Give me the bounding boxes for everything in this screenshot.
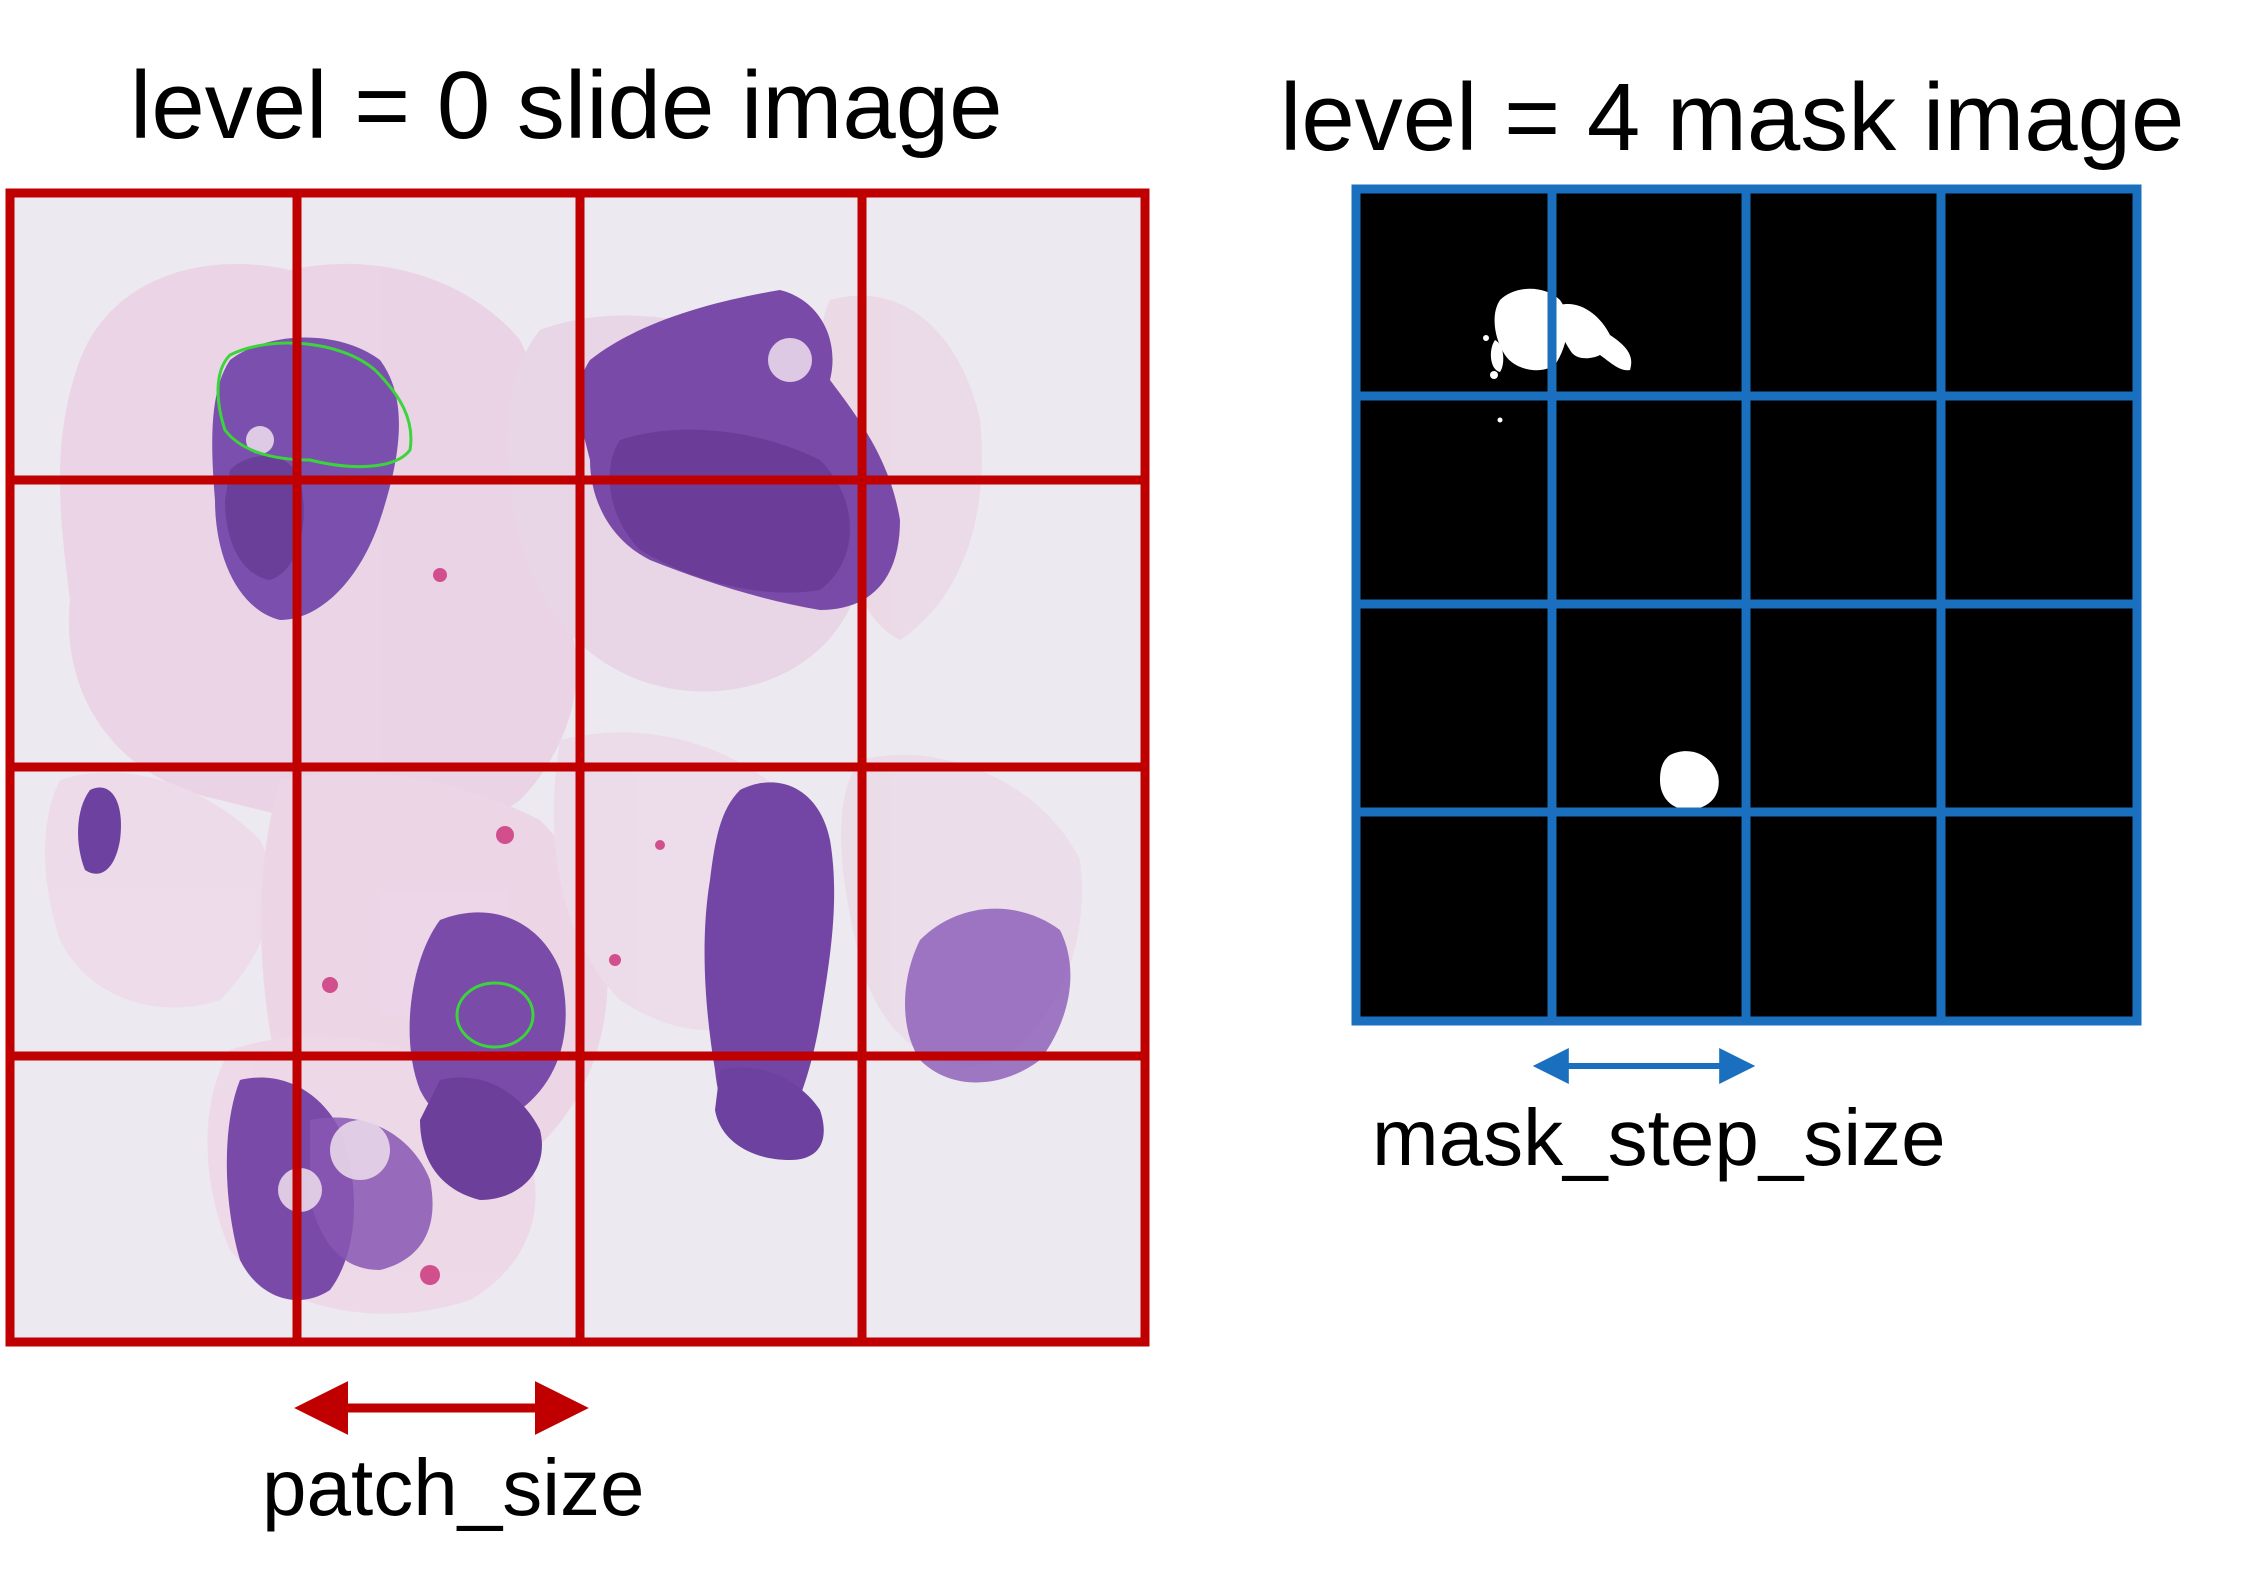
- tissue-pink-spots: [322, 568, 665, 1285]
- slide-image-title: level = 0 slide image: [130, 52, 1003, 159]
- mask-image-title: level = 4 mask image: [1280, 64, 2185, 171]
- patch-size-label: patch_size: [262, 1443, 645, 1532]
- tumor-annotation: [216, 341, 535, 1049]
- patch-grid: [5, 188, 1150, 1347]
- mask-grid: [1351, 184, 2142, 1026]
- tissue-dark: [78, 290, 1071, 1300]
- slide-image: [5, 188, 1150, 1347]
- tissue-light-spots: [246, 338, 812, 1212]
- mask-step-size-label: mask_step_size: [1372, 1093, 1946, 1182]
- mask-image: [1351, 184, 2142, 1026]
